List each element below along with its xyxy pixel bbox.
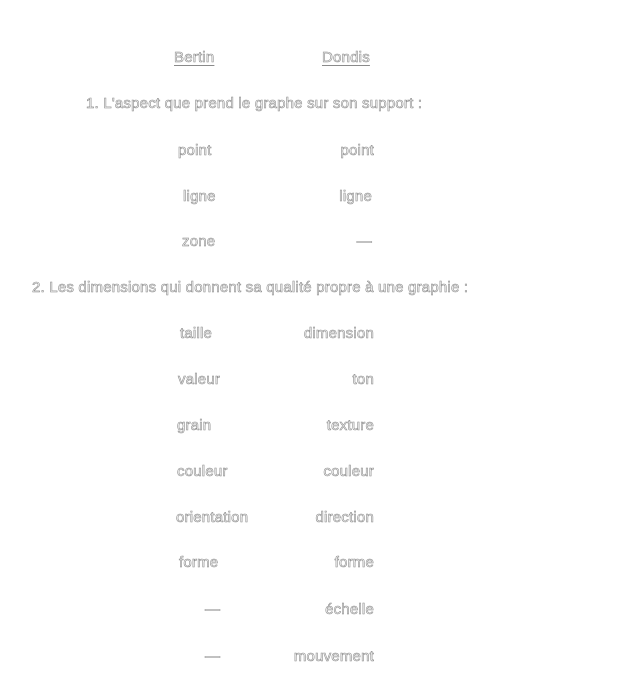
section1-row3-left: zone <box>182 233 216 251</box>
section2-row8-right: mouvement <box>293 648 375 666</box>
header-bertin: Bertin <box>174 49 215 67</box>
section1-row1-right: point <box>340 142 374 160</box>
section2-row1-right: dimension <box>303 325 375 343</box>
section1-row3-right: — <box>356 233 372 251</box>
section2-row5-left: orientation <box>176 509 249 527</box>
section2-row2-left: valeur <box>178 371 221 389</box>
section2-row2-right: ton <box>352 371 374 389</box>
section2-row6-left: forme <box>179 554 219 572</box>
section2-row1-left: taille <box>180 325 213 343</box>
section2-row4-right: couleur <box>323 463 374 481</box>
section1-row2-right: ligne <box>339 188 372 206</box>
section2-row3-right: texture <box>326 417 374 435</box>
header-dondis: Dondis <box>322 49 370 67</box>
section2-title: 2. Les dimensions qui donnent sa qualité… <box>32 279 469 297</box>
section2-row4-left: couleur <box>177 463 228 481</box>
section2-row3-left: grain <box>177 417 212 435</box>
section2-row5-right: direction <box>315 509 374 527</box>
section2-row8-left: — <box>205 648 221 666</box>
section1-title: 1. L'aspect que prend le graphe sur son … <box>86 95 423 113</box>
section1-row2-left: ligne <box>183 188 216 206</box>
section2-row7-right: échelle <box>325 601 374 619</box>
section2-row7-left: — <box>205 601 221 619</box>
section1-row1-left: point <box>178 142 212 160</box>
section2-row6-right: forme <box>334 554 374 572</box>
